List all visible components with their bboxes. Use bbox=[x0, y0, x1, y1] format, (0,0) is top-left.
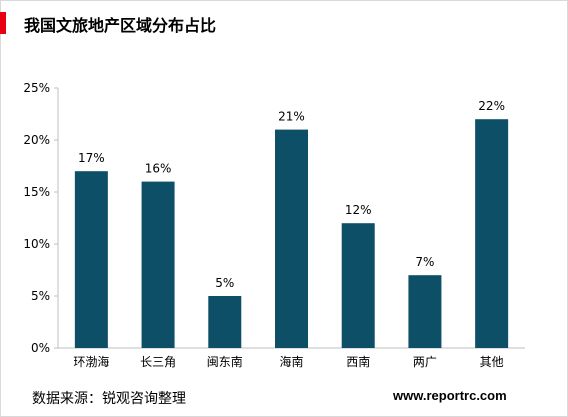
category-label-0: 环渤海 bbox=[73, 354, 109, 369]
value-label-0: 17% bbox=[78, 151, 105, 165]
y-tick-label: 25% bbox=[23, 81, 50, 95]
bar-6 bbox=[475, 119, 509, 348]
bar-0 bbox=[74, 171, 108, 348]
data-source-note: 数据来源：锐观咨询整理 bbox=[32, 391, 186, 407]
value-labels: 17% 16% 5% 21% 12% 7% 22% bbox=[78, 99, 505, 290]
value-label-1: 16% bbox=[145, 162, 172, 176]
y-tick-label: 0% bbox=[31, 341, 50, 355]
category-label-2: 闽东南 bbox=[207, 354, 243, 369]
website-link[interactable]: www.reportrc.com bbox=[393, 388, 507, 403]
y-tick-label: 10% bbox=[23, 237, 50, 251]
category-label-3: 海南 bbox=[279, 354, 303, 369]
value-label-4: 12% bbox=[345, 203, 372, 217]
category-label-1: 长三角 bbox=[140, 355, 176, 369]
x-axis-labels: 环渤海 长三角 闽东南 海南 西南 两广 其他 bbox=[73, 354, 503, 369]
category-label-5: 两广 bbox=[413, 355, 437, 369]
chart-title: 我国文旅地产区域分布占比 bbox=[24, 16, 217, 35]
value-label-5: 7% bbox=[415, 255, 434, 269]
category-label-4: 西南 bbox=[346, 354, 370, 369]
bar-4 bbox=[341, 223, 375, 348]
y-axis: 0% 5% 10% 15% 20% 25% bbox=[23, 81, 525, 355]
y-tick-label: 5% bbox=[31, 289, 50, 303]
value-label-6: 22% bbox=[478, 99, 505, 113]
value-label-2: 5% bbox=[215, 276, 234, 290]
y-tick-label: 15% bbox=[23, 185, 50, 199]
category-label-6: 其他 bbox=[480, 355, 504, 369]
value-label-3: 21% bbox=[278, 110, 305, 124]
bar-2 bbox=[208, 296, 242, 348]
bar-3 bbox=[275, 129, 308, 348]
bars bbox=[74, 119, 509, 348]
bar-5 bbox=[408, 275, 442, 348]
title-accent-bar bbox=[0, 12, 6, 34]
y-tick-label: 20% bbox=[23, 133, 50, 147]
bar-1 bbox=[141, 181, 175, 348]
